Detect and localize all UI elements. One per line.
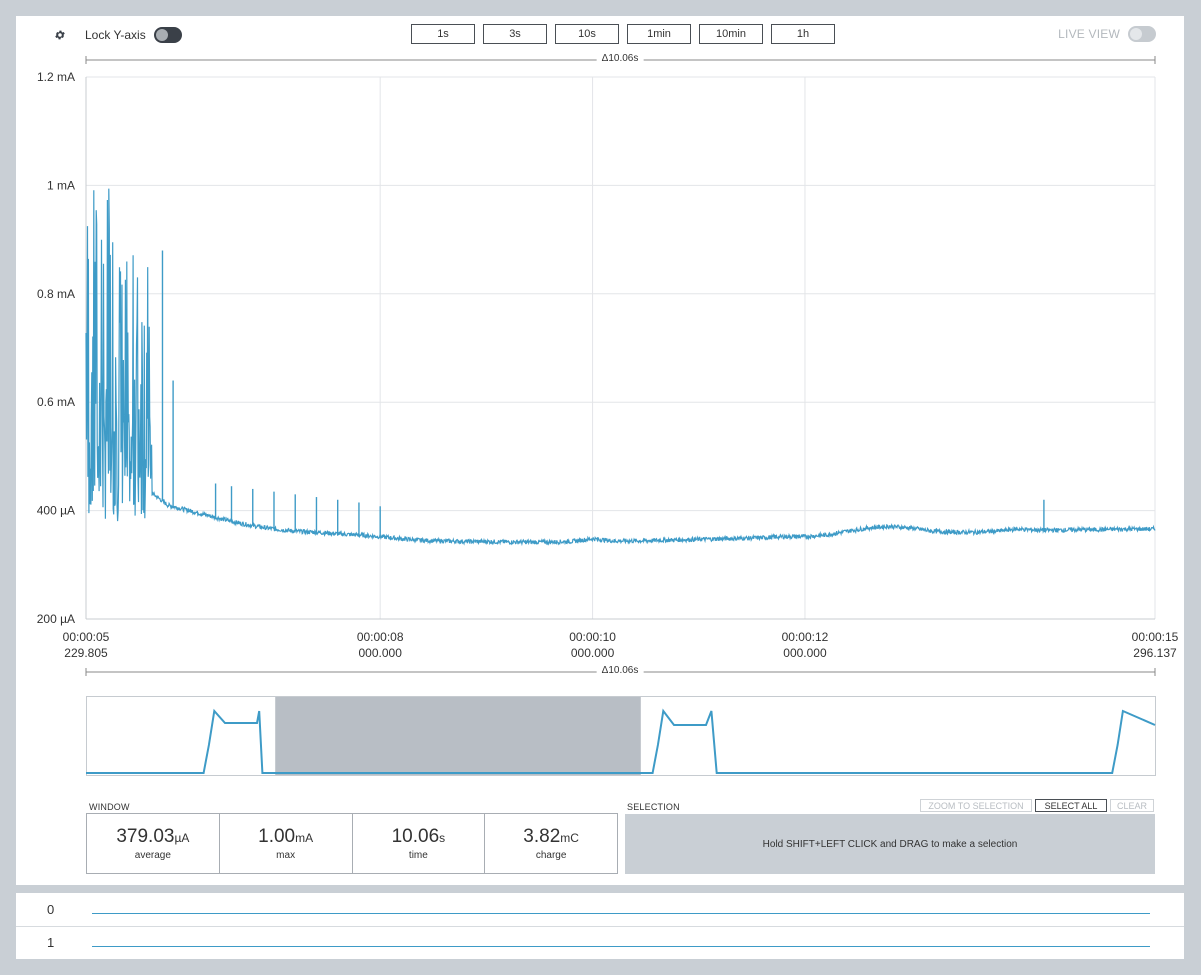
selection-hint-area[interactable]: Hold SHIFT+LEFT CLICK and DRAG to make a… (625, 814, 1155, 874)
y-tick-label: 1 mA (47, 178, 75, 192)
selection-buttons: ZOOM TO SELECTION SELECT ALL CLEAR (920, 799, 1154, 812)
minimap-window-selection (275, 697, 641, 775)
window-button-1min[interactable]: 1min (627, 24, 691, 44)
y-tick-label: 400 µA (37, 504, 75, 518)
clear-button[interactable]: CLEAR (1110, 799, 1154, 812)
gear-icon[interactable] (54, 29, 66, 41)
window-button-3s[interactable]: 3s (483, 24, 547, 44)
stat-number: 10.06 (391, 826, 440, 847)
stat-time: 10.06s time (353, 814, 486, 873)
select-all-button[interactable]: SELECT ALL (1035, 799, 1107, 812)
live-view-toggle[interactable] (1128, 26, 1156, 42)
toggle-knob (155, 29, 168, 41)
stat-unit: µA (174, 831, 190, 845)
x-tick-sublabel: 000.000 (783, 646, 827, 660)
x-tick-label: 00:00:05 (63, 630, 110, 644)
digital-channel-label: 0 (47, 902, 55, 917)
window-button-1h[interactable]: 1h (771, 24, 835, 44)
x-tick-label: 00:00:08 (357, 630, 404, 644)
digital-channel-label: 1 (47, 935, 55, 950)
minimap-frame (86, 696, 1156, 776)
stat-charge: 3.82mC charge (485, 814, 617, 873)
zoom-to-selection-button[interactable]: ZOOM TO SELECTION (920, 799, 1032, 812)
minimap-trace (86, 708, 1156, 774)
x-tick-label: 00:00:12 (782, 630, 829, 644)
digital-channels-panel: 0 1 (16, 893, 1184, 959)
y-tick-label: 0.6 mA (37, 395, 75, 409)
lock-y-axis-toggle[interactable] (153, 27, 182, 43)
stat-label: max (276, 850, 296, 861)
live-view-control: LIVE VIEW (1058, 26, 1156, 42)
digital-channel-trace (92, 913, 1150, 914)
window-stats: 379.03µA average 1.00mA max 10.06s time 3.82mC… (86, 813, 618, 874)
stat-max: 1.00mA max (220, 814, 353, 873)
live-view-label: LIVE VIEW (1058, 27, 1120, 41)
stat-label: time (408, 850, 428, 861)
x-tick-label: 00:00:10 (569, 630, 616, 644)
lock-y-axis-label: Lock Y-axis (85, 28, 146, 42)
selection-section-label: SELECTION (627, 802, 680, 812)
delta-top: Δ10.06s (596, 53, 644, 64)
window-button-1s[interactable]: 1s (411, 24, 475, 44)
stat-number: 3.82 (523, 826, 561, 847)
window-button-10min[interactable]: 10min (699, 24, 763, 44)
y-tick-label: 200 µA (37, 612, 75, 626)
digital-channel-row: 0 (16, 893, 1184, 926)
y-tick-label: 1.2 mA (37, 70, 75, 84)
digital-channel-trace (92, 946, 1150, 947)
stat-average: 379.03µA average (87, 814, 220, 873)
window-duration-buttons: 1s 3s 10s 1min 10min 1h (411, 24, 843, 44)
stat-label: charge (535, 850, 567, 861)
divider (16, 926, 1184, 927)
stat-unit: s (439, 831, 446, 845)
toggle-knob (1130, 28, 1142, 40)
window-button-10s[interactable]: 10s (555, 24, 619, 44)
window-section-label: WINDOW (89, 802, 130, 812)
x-tick-sublabel: 229.805 (64, 646, 108, 660)
stat-number: 379.03 (116, 826, 175, 847)
current-chart[interactable]: 1.2 mA 1 mA 0.8 mA 0.6 mA 400 µA 200 µA 00:00:… (16, 16, 1184, 696)
digital-channel-row: 1 (16, 926, 1184, 959)
toolbar-left: Lock Y-axis (54, 26, 182, 44)
x-tick-label: 00:00:15 (1132, 630, 1179, 644)
stat-unit: mA (295, 831, 314, 845)
main-panel: Lock Y-axis 1s 3s 10s 1min 10min 1h LIVE VIEW… (16, 16, 1184, 885)
stat-number: 1.00 (258, 826, 296, 847)
y-tick-label: 0.8 mA (37, 287, 75, 301)
current-trace (85, 188, 1156, 547)
x-tick-sublabel: 296.137 (1133, 646, 1177, 660)
stat-value: 10.06s (392, 826, 446, 848)
stat-value: 1.00mA (258, 826, 313, 848)
stat-label: average (134, 850, 171, 861)
x-tick-sublabel: 000.000 (571, 646, 615, 660)
stat-value: 3.82mC (523, 826, 579, 848)
stat-value: 379.03µA (116, 826, 189, 848)
stat-unit: mC (560, 831, 579, 845)
delta-bottom: Δ10.06s (596, 665, 644, 676)
selection-hint: Hold SHIFT+LEFT CLICK and DRAG to make a… (762, 838, 1018, 850)
x-tick-sublabel: 000.000 (358, 646, 402, 660)
